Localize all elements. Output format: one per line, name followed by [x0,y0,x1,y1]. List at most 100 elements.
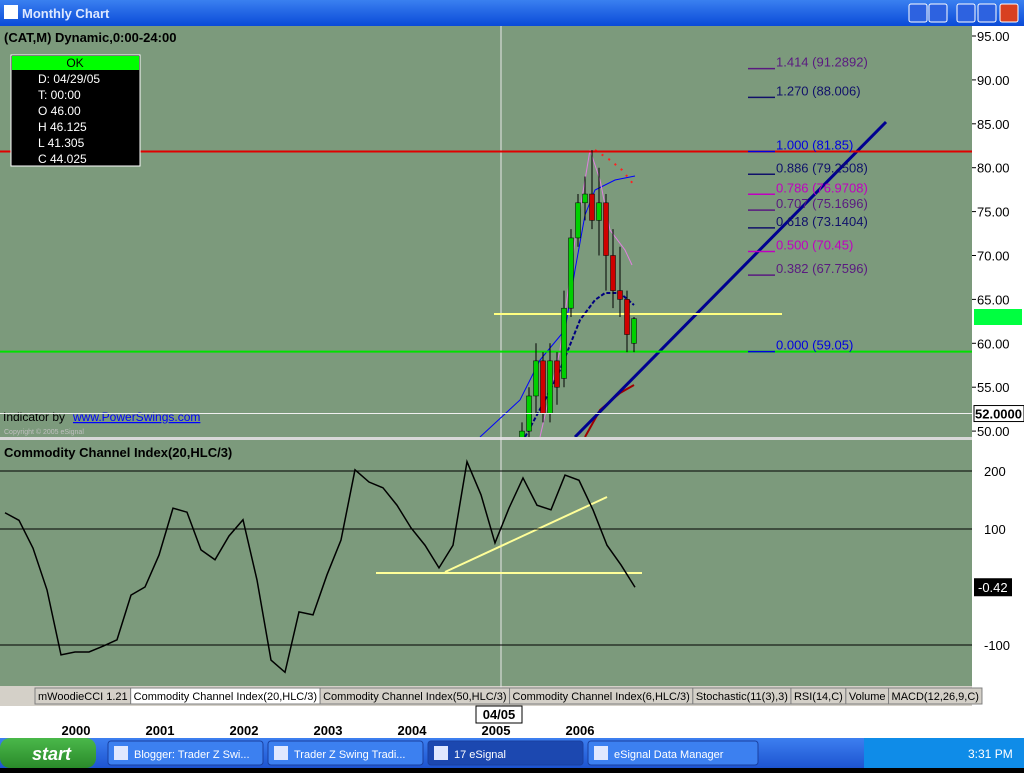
cci-panel [0,440,972,686]
taskbar-item-label: 17 eSignal [454,749,506,761]
taskbar-item[interactable] [427,740,584,766]
info-line: D: 04/29/05 [38,72,100,86]
x-tick-label: 2005 [482,723,511,738]
candle-body [547,360,553,414]
y-tick-label: 55.00 [977,380,1010,395]
x-tick-label: 2000 [62,723,91,738]
y-tick-label: 85.00 [977,117,1010,132]
cursor-label: 04/05 [483,707,516,722]
fib-label: 0.618 (73.1404) [776,214,868,229]
taskbar-item[interactable] [267,740,424,766]
tab-label[interactable]: RSI(14,C) [794,691,843,703]
y-tick-label: 70.00 [977,249,1010,264]
candle-body [603,202,609,256]
fib-label: 1.000 (81.85) [776,137,853,152]
cci-tick-label: 200 [984,464,1006,479]
tab-label[interactable]: MACD(12,26,9,C) [892,691,979,703]
y-tick-label: 95.00 [977,29,1010,44]
candle-body [610,255,616,291]
cci-tick-label: -100 [984,638,1010,653]
tab-label[interactable]: Stochastic(11(3),3) [696,691,788,703]
candle-body [568,237,574,309]
fib-label: 0.382 (67.7596) [776,261,868,276]
y-tick-label: 60.00 [977,336,1010,351]
price-panel [0,26,972,437]
y-tick-label: 50.00 [977,424,1010,439]
moving-average [524,292,635,437]
parabolic-sar [594,149,635,186]
close-button[interactable] [999,3,1019,23]
taskbar-icon [434,746,448,760]
menu-button[interactable] [908,3,928,23]
restore-button[interactable] [977,3,997,23]
taskbar-icon [594,746,608,760]
candle-body [561,307,567,379]
candle-body [533,360,539,397]
cci-last-box [974,578,1012,597]
taskbar-item[interactable] [107,740,264,766]
candle-body [575,202,581,239]
y-tick-label: 65.00 [977,292,1010,307]
info-line: C 44.025 [38,152,87,166]
tab-label[interactable]: Commodity Channel Index(20,HLC/3) [134,691,317,703]
clock: 3:31 PM [968,747,1013,761]
cci-line [4,459,636,674]
maximize-button[interactable] [928,3,948,23]
candle-body [596,202,602,221]
info-box: OK D: 04/29/05 T: 00:00 O 46.00 H 46.125 L 4… [10,54,141,167]
taskbar-item[interactable] [587,740,759,766]
credit-link[interactable]: www.PowerSwings.com [72,410,200,424]
cursor-box [475,705,523,724]
candle-body [582,193,588,204]
x-tick-label: 2001 [146,723,175,738]
marker-label: 52.0000 [975,407,1022,422]
start-label: start [32,744,72,764]
candle-body [617,290,623,300]
tab-label[interactable]: Commodity Channel Index(6,HLC/3) [513,691,690,703]
candle-body [519,430,525,437]
y-tick-label: 80.00 [977,161,1010,176]
info-line: L 41.305 [38,136,85,150]
info-line: O 46.00 [38,104,81,118]
fib-label: 1.270 (88.006) [776,83,861,98]
cci-title: Commodity Channel Index(20,HLC/3) [4,445,232,460]
x-tick-label: 2006 [566,723,595,738]
taskbar-item-label: eSignal Data Manager [614,749,724,761]
candle-body [631,318,637,344]
fib-label: 1.414 (91.2892) [776,55,868,70]
taskbar-item-label: Trader Z Swing Tradi... [294,749,405,761]
candle-body [624,299,630,335]
window-title: Monthly Chart [22,6,110,21]
fib-label: 0.786 (76.9708) [776,180,868,195]
fib-label: 0.886 (79.2508) [776,160,868,175]
cci-trend-line [444,496,608,573]
chart-header: (CAT,M) Dynamic,0:00-24:00 [4,30,176,45]
last-price-box [974,309,1022,325]
x-tick-label: 2002 [230,723,259,738]
marker-box [973,405,1024,423]
panel-divider [0,437,972,440]
info-line: H 46.125 [38,120,87,134]
start-button[interactable] [0,738,96,768]
x-tick-label: 2003 [314,723,343,738]
candle-body [589,193,595,221]
trend-line [573,120,888,437]
tab-label[interactable]: mWoodieCCI 1.21 [38,691,128,703]
minimize-button[interactable] [956,3,976,23]
candle-body [540,360,546,414]
candle-body [554,360,560,388]
credit: Indicator by [3,410,65,424]
price-plot [0,120,972,437]
title-bar [0,0,1024,26]
y-tick-label: 90.00 [977,73,1010,88]
app-icon [4,5,18,19]
fib-label: 0.500 (70.45) [776,238,853,253]
y-tick-label: 75.00 [977,205,1010,220]
tab-label[interactable]: Commodity Channel Index(50,HLC/3) [323,691,506,703]
system-tray [864,738,1024,768]
taskbar-item-label: Blogger: Trader Z Swi... [134,749,250,761]
tab-label[interactable]: Volume [849,691,886,703]
tab[interactable] [888,687,983,705]
